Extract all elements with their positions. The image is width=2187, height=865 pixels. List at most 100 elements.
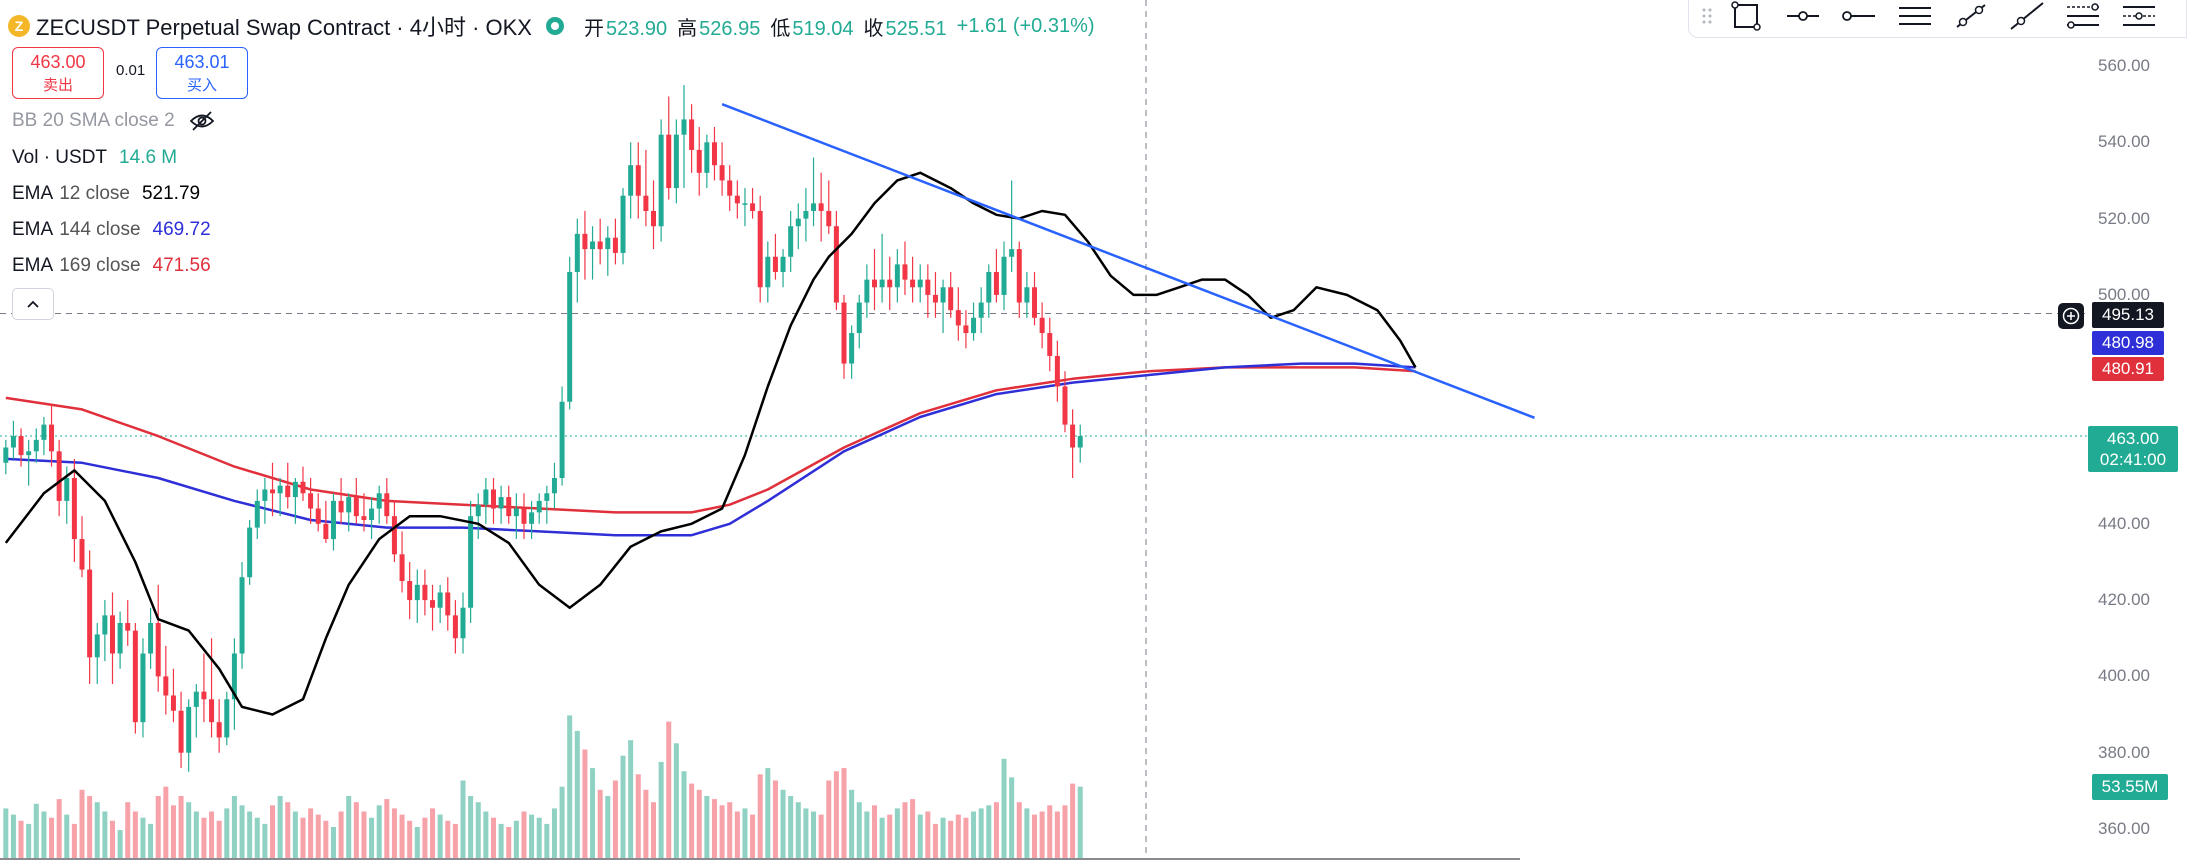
volume-bar xyxy=(361,811,367,858)
candle-body xyxy=(1077,436,1083,448)
extended-line-icon[interactable] xyxy=(2007,0,2047,33)
volume-bar xyxy=(87,796,93,858)
volume-bar xyxy=(3,808,9,858)
volume-bar xyxy=(681,771,687,858)
indicator-volume[interactable]: Vol · USDT 14.6 M xyxy=(12,147,177,169)
add-alert-button[interactable] xyxy=(2058,303,2084,329)
indicator-bb[interactable]: BB 20 SMA close 2 xyxy=(12,110,215,132)
volume-bar xyxy=(1070,783,1076,858)
candle-body xyxy=(612,237,618,253)
candle-body xyxy=(529,512,535,524)
candle-body xyxy=(765,256,771,288)
candle-body xyxy=(285,485,291,498)
volume-bar xyxy=(818,814,824,858)
candle-body xyxy=(567,272,573,402)
price-axis-label: 560.00 xyxy=(2098,56,2150,75)
parallel-lines-icon[interactable] xyxy=(1895,0,1935,33)
volume-bar xyxy=(871,805,877,858)
sell-button[interactable]: 463.00 卖出 xyxy=(12,47,104,99)
candle-body xyxy=(26,451,32,456)
candle-body xyxy=(582,233,588,250)
bb-name: BB 20 SMA close 2 xyxy=(12,110,175,131)
indicator-ema144[interactable]: EMA 144 close 469.72 xyxy=(12,219,211,241)
candle-body xyxy=(1047,333,1053,356)
ohlc-value-3: 525.51 xyxy=(885,17,947,40)
candle-body xyxy=(155,622,161,677)
candle-body xyxy=(506,497,512,517)
volume-bar xyxy=(879,817,885,858)
candle-body xyxy=(10,436,16,448)
candle-body xyxy=(742,203,748,205)
volume-bar xyxy=(231,796,237,858)
volume-bar xyxy=(384,799,390,858)
pitchfork-icon[interactable] xyxy=(2119,0,2159,33)
ema169-price-tag: 480.91 xyxy=(2092,357,2164,381)
candle-body xyxy=(87,569,93,658)
candle-body xyxy=(658,134,664,227)
volume-bar xyxy=(346,796,352,858)
volume-bar xyxy=(925,811,931,858)
price-axis-label: 380.00 xyxy=(2098,742,2150,762)
horizontal-ray-icon[interactable] xyxy=(1783,0,1823,33)
indicator-ema169[interactable]: EMA 169 close 471.56 xyxy=(12,255,211,277)
buy-button[interactable]: 463.01 买入 xyxy=(156,47,248,99)
candle-body xyxy=(148,622,154,654)
volume-bar xyxy=(986,805,992,858)
ema12-value: 521.79 xyxy=(141,183,201,204)
volume-bar xyxy=(56,799,62,858)
volume-bar xyxy=(1009,777,1015,858)
candle-body xyxy=(209,699,215,723)
ohlc-values: 开 523.90 高 526.95 低 519.04 收 525.51 xyxy=(574,12,947,41)
candle-body xyxy=(384,493,390,517)
volume-bar xyxy=(262,823,268,858)
volume-bar xyxy=(689,783,695,858)
rectangle-icon[interactable] xyxy=(1727,0,1767,33)
symbol-title[interactable]: ZECUSDT Perpetual Swap Contract · 4小时 · … xyxy=(36,15,532,40)
candle-body xyxy=(224,699,230,738)
candle-body xyxy=(818,203,824,211)
volume-bar xyxy=(1054,811,1060,858)
candle-body xyxy=(79,539,85,570)
candle-body xyxy=(605,237,611,250)
candle-body xyxy=(33,439,39,452)
volume-bar xyxy=(422,817,428,858)
candle-body xyxy=(460,607,466,639)
volume-bar xyxy=(841,768,847,858)
drag-handle-icon[interactable] xyxy=(1701,6,1713,26)
volume-bar xyxy=(757,774,763,858)
last-price: 463.00 xyxy=(2107,429,2159,448)
candle-body xyxy=(361,516,367,520)
volume-bar xyxy=(826,780,832,858)
candle-body xyxy=(681,119,687,135)
price-axis-label: 420.00 xyxy=(2098,590,2150,610)
indicator-ema12[interactable]: EMA 12 close 521.79 xyxy=(12,183,200,205)
candle-body xyxy=(292,481,298,498)
volume-bar xyxy=(277,796,283,858)
volume-bar xyxy=(521,811,527,858)
collapse-legend-button[interactable] xyxy=(12,288,54,320)
volume-bar xyxy=(620,755,626,858)
volume-bar xyxy=(719,805,725,858)
volume-bar xyxy=(963,817,969,858)
volume-name: Vol · USDT xyxy=(12,147,108,168)
drawing-toolbar xyxy=(1688,0,2187,38)
volume-bar xyxy=(795,802,801,858)
eye-hidden-icon[interactable] xyxy=(189,110,215,132)
ray-left-icon[interactable] xyxy=(1839,0,1879,33)
candle-body xyxy=(536,500,542,513)
trend-line-icon[interactable] xyxy=(1951,0,1991,33)
volume-bar xyxy=(186,802,192,858)
fib-icon[interactable] xyxy=(2063,0,2103,33)
ema12-line xyxy=(4,171,1417,716)
volume-bar xyxy=(513,820,519,858)
candle-body xyxy=(704,142,710,173)
ema169-name: EMA xyxy=(12,255,54,276)
volume-bar xyxy=(18,820,24,858)
candle-body xyxy=(391,516,397,555)
volume-bar xyxy=(201,817,207,858)
candle-body xyxy=(734,195,740,204)
volume-bar xyxy=(178,796,184,858)
volume-bar xyxy=(79,789,85,858)
volume-bar xyxy=(247,811,253,858)
